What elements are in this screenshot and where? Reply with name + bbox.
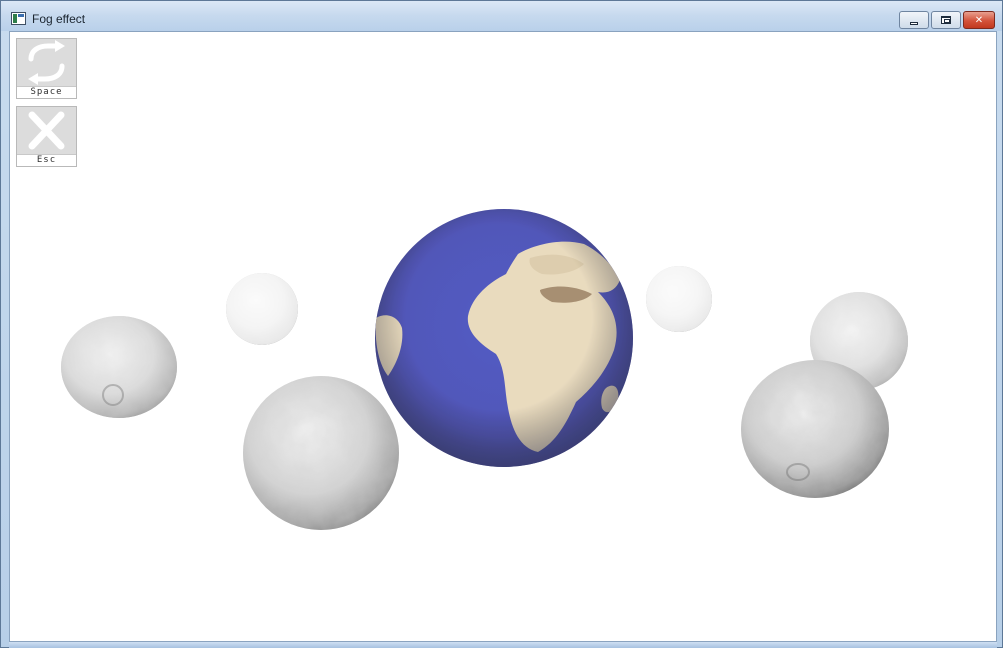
maximize-button[interactable] bbox=[931, 11, 961, 29]
render-viewport[interactable]: Space Esc bbox=[9, 31, 997, 642]
moon-left bbox=[61, 316, 177, 418]
title-bar[interactable]: Fog effect ✕ bbox=[1, 1, 1002, 31]
space-hint-button[interactable]: Space bbox=[16, 38, 77, 99]
esc-hint-button[interactable]: Esc bbox=[16, 106, 77, 167]
minimize-button[interactable] bbox=[899, 11, 929, 29]
esc-hint-label: Esc bbox=[17, 154, 76, 166]
restore-icon bbox=[941, 16, 951, 24]
swap-arrows-icon bbox=[28, 40, 65, 85]
caption-buttons: ✕ bbox=[899, 11, 995, 29]
window-bottom-border bbox=[9, 642, 997, 648]
earth-globe bbox=[375, 209, 633, 467]
moon-far-center-left bbox=[226, 273, 298, 345]
close-button[interactable]: ✕ bbox=[963, 11, 995, 29]
fog-scene bbox=[61, 209, 908, 530]
window-title: Fog effect bbox=[32, 12, 86, 26]
close-icon: ✕ bbox=[974, 14, 984, 26]
moon-far-center-right bbox=[646, 266, 712, 332]
close-x-icon bbox=[28, 111, 65, 150]
moon-bottom-right bbox=[741, 360, 889, 498]
space-hint-label: Space bbox=[17, 86, 76, 98]
moon-bottom-left bbox=[243, 376, 399, 530]
app-window-icon bbox=[11, 12, 26, 25]
minimize-icon bbox=[910, 21, 918, 25]
